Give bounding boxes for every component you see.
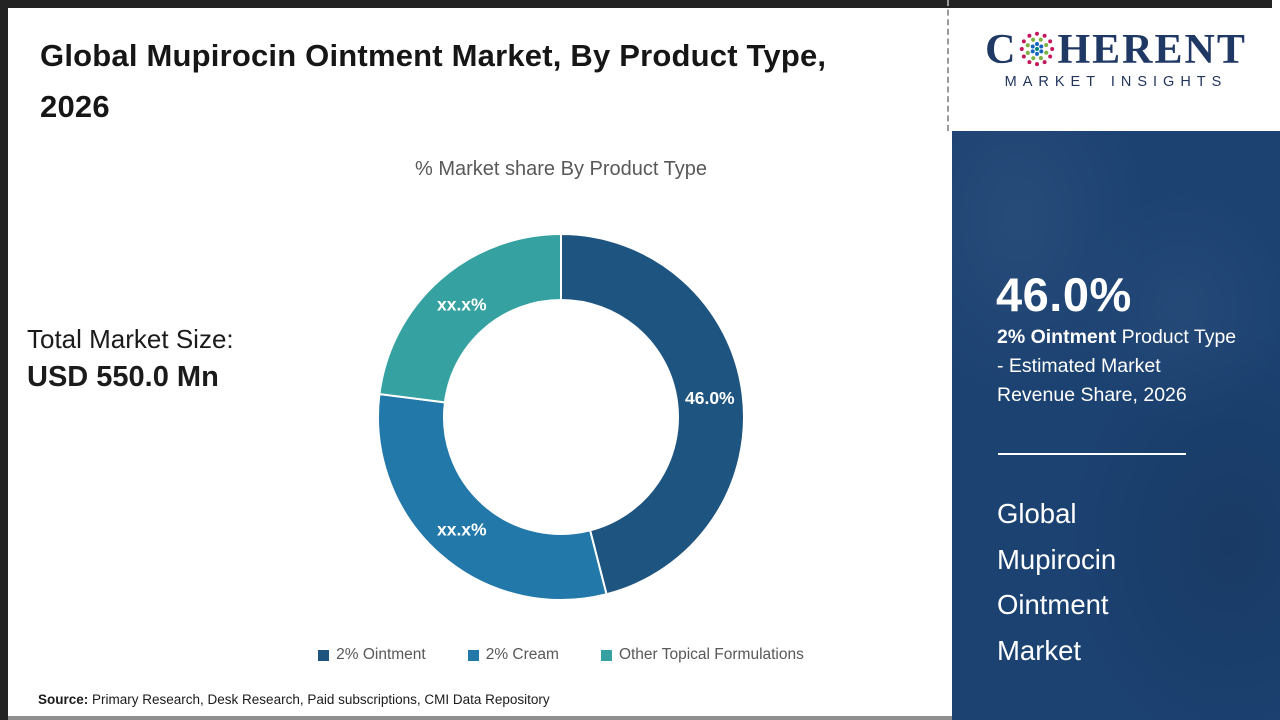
donut-segment-label-0: 46.0% bbox=[685, 388, 735, 408]
brand-logo-subtitle: MARKET INSIGHTS bbox=[1004, 74, 1228, 90]
legend-item-ointment: 2% Ointment bbox=[318, 646, 426, 664]
main-content-area: Global Mupirocin Ointment Market, By Pro… bbox=[8, 8, 952, 716]
total-market-size-block: Total Market Size: USD 550.0 Mn bbox=[27, 324, 234, 394]
brand-logo-prefix: C bbox=[985, 27, 1018, 73]
donut-segment-label-2: xx.x% bbox=[437, 294, 487, 314]
frame-left-border bbox=[0, 0, 8, 720]
highlight-sidebar: 46.0% 2% Ointment Product Type - Estimat… bbox=[952, 131, 1280, 720]
globe-dots-icon bbox=[1018, 29, 1056, 67]
frame-bottom-border bbox=[8, 716, 952, 720]
sidebar-market-name: Global Mupirocin Ointment Market bbox=[997, 491, 1116, 673]
donut-segment-label-1: xx.x% bbox=[437, 520, 487, 540]
total-market-size-value: USD 550.0 Mn bbox=[27, 361, 219, 393]
chart-title: % Market share By Product Type bbox=[415, 158, 707, 180]
market-name-line-4: Market bbox=[997, 634, 1082, 666]
legend-swatch-other-topical bbox=[600, 649, 612, 661]
frame-top-border bbox=[0, 0, 1272, 8]
donut-segment-1 bbox=[377, 392, 608, 601]
donut-segment-2 bbox=[378, 232, 562, 404]
sidebar-divider-line bbox=[998, 453, 1186, 455]
source-label: Source: bbox=[38, 692, 89, 707]
sidebar-stat-rest: Product Type - Estimated Market Revenue … bbox=[997, 326, 1237, 406]
market-name-line-2: Mupirocin bbox=[997, 543, 1117, 575]
page-title: Global Mupirocin Ointment Market, By Pro… bbox=[40, 38, 827, 124]
donut-chart-svg: 46.0% xx.x% xx.x% bbox=[377, 232, 745, 601]
legend-item-other-topical: Other Topical Formulations bbox=[600, 646, 804, 664]
chart-legend: 2% Ointment 2% Cream Other Topical Formu… bbox=[241, 646, 881, 664]
brand-logo-area: C HERENT MARKET INSIGHTS bbox=[952, 8, 1280, 131]
source-attribution: Source: Primary Research, Desk Research,… bbox=[38, 692, 550, 707]
legend-label-cream: 2% Cream bbox=[485, 646, 559, 663]
source-text: Primary Research, Desk Research, Paid su… bbox=[88, 692, 550, 707]
sidebar-stat-segment-name: 2% Ointment bbox=[997, 326, 1117, 348]
market-name-line-3: Ointment bbox=[997, 589, 1109, 620]
legend-label-ointment: 2% Ointment bbox=[336, 646, 426, 663]
legend-swatch-ointment bbox=[318, 649, 330, 661]
total-market-size-label: Total Market Size: bbox=[27, 324, 234, 354]
legend-item-cream: 2% Cream bbox=[467, 646, 559, 664]
legend-swatch-cream bbox=[467, 649, 479, 661]
sidebar-stat-description: 2% Ointment Product Type - Estimated Mar… bbox=[997, 323, 1239, 410]
sidebar-stat-value: 46.0% bbox=[996, 268, 1132, 321]
market-name-line-1: Global bbox=[997, 498, 1077, 529]
donut-chart: 46.0% xx.x% xx.x% bbox=[371, 227, 751, 607]
donut-segment-0 bbox=[560, 232, 745, 596]
logo-dashed-separator bbox=[947, 0, 949, 131]
legend-label-other-topical: Other Topical Formulations bbox=[618, 646, 804, 663]
brand-logo-suffix: HERENT bbox=[1057, 27, 1247, 73]
brand-logo: C HERENT bbox=[952, 28, 1280, 72]
